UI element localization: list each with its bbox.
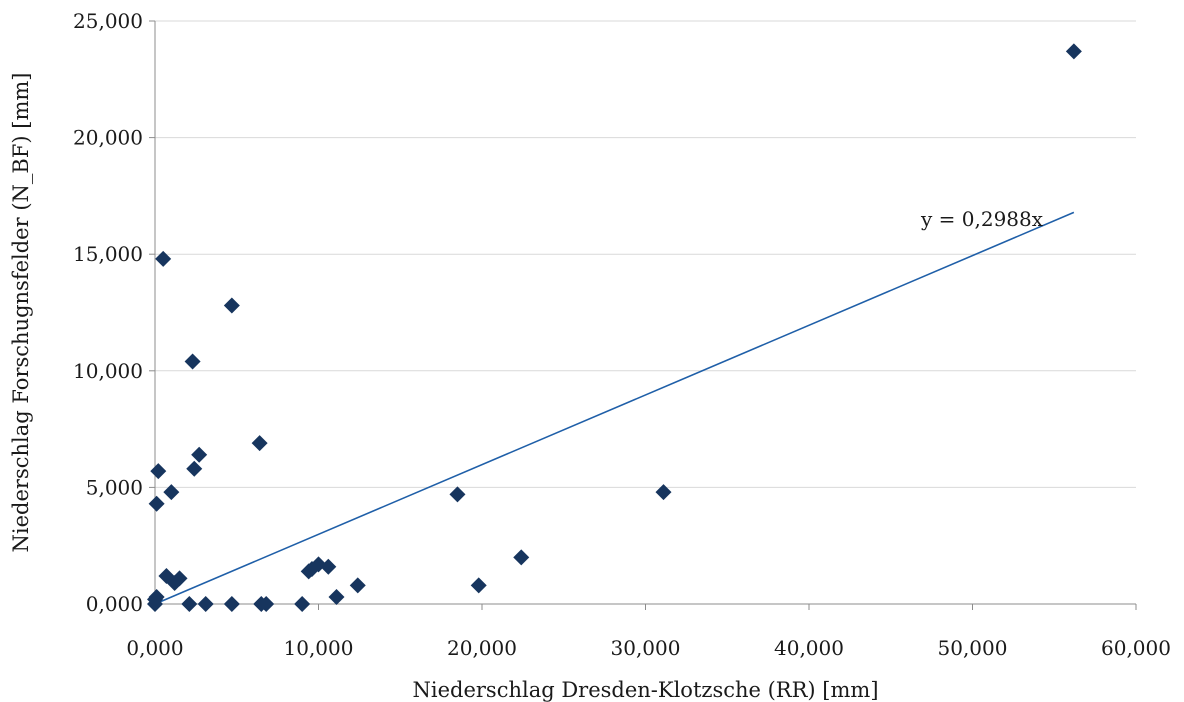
data-point xyxy=(470,577,487,594)
data-point xyxy=(148,589,165,606)
x-tick-label: 20,000 xyxy=(447,636,517,660)
data-point xyxy=(349,577,366,594)
trendline-group xyxy=(154,211,1075,605)
data-point xyxy=(186,460,203,477)
data-point xyxy=(258,596,275,612)
y-tick-label: 0,000 xyxy=(86,592,143,616)
data-point xyxy=(181,596,198,612)
trendline-equation: y = 0,2988x xyxy=(920,207,1044,231)
x-tick-label: 50,000 xyxy=(938,636,1008,660)
data-point xyxy=(150,463,167,480)
gridlines xyxy=(155,20,1136,488)
data-point xyxy=(320,558,337,575)
data-point xyxy=(449,486,466,503)
x-tick-label: 30,000 xyxy=(611,636,681,660)
trendline xyxy=(154,211,1075,605)
data-points xyxy=(147,43,1082,612)
data-point xyxy=(655,484,672,501)
x-tick-label: 60,000 xyxy=(1101,636,1171,660)
x-tick-label: 10,000 xyxy=(284,636,354,660)
axes xyxy=(149,20,1137,610)
data-point xyxy=(191,446,208,463)
data-point xyxy=(513,549,530,566)
data-point xyxy=(223,596,240,612)
data-point xyxy=(1065,43,1082,60)
y-tick-label: 25,000 xyxy=(73,9,143,33)
data-point xyxy=(184,353,201,370)
x-axis-title: Niederschlag Dresden-Klotzsche (RR) [mm] xyxy=(412,678,878,702)
y-tick-labels: 0,000 5,000 10,000 15,000 20,000 25,000 xyxy=(73,9,143,616)
data-point xyxy=(171,570,188,587)
x-tick-labels: 0,000 10,000 20,000 30,000 40,000 50,000 60,00… xyxy=(126,636,1171,660)
data-point xyxy=(163,484,180,501)
x-tick-label: 40,000 xyxy=(774,636,844,660)
data-point xyxy=(197,596,214,612)
x-tick-label: 0,000 xyxy=(126,636,183,660)
data-point xyxy=(223,297,240,314)
y-tick-label: 20,000 xyxy=(73,126,143,150)
data-point xyxy=(328,589,345,606)
y-tick-label: 15,000 xyxy=(73,242,143,266)
data-point xyxy=(148,495,165,512)
data-point xyxy=(155,250,172,267)
data-point xyxy=(294,596,311,612)
y-tick-label: 5,000 xyxy=(86,475,143,499)
y-axis-title: Niederschlag Forschugnsfelder (N_BF) [mm… xyxy=(9,73,33,553)
data-point xyxy=(251,435,268,452)
y-tick-label: 10,000 xyxy=(73,359,143,383)
